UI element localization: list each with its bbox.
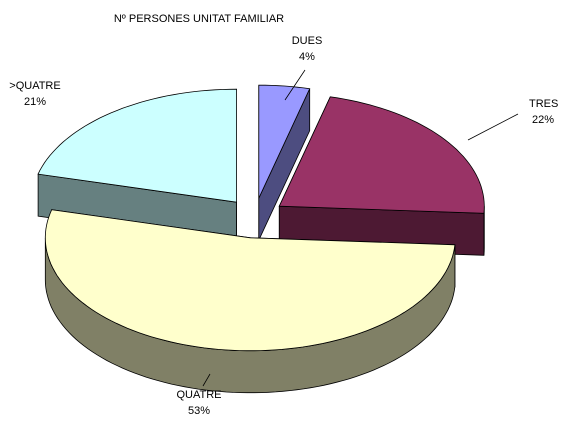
- slice-label: DUES: [292, 35, 323, 47]
- pie-slice: [37, 88, 237, 203]
- slice-value-label: 53%: [188, 405, 210, 417]
- pie-slice: [258, 84, 311, 199]
- chart-title: Nº PERSONES UNITAT FAMILIAR: [114, 13, 284, 25]
- slice-value-label: 21%: [24, 96, 46, 108]
- pie-slice: [278, 96, 485, 214]
- leader-line: [284, 69, 306, 101]
- slice-label: TRES: [529, 98, 558, 110]
- slice-label: QUATRE: [176, 389, 221, 401]
- slice-value-label: 4%: [299, 51, 315, 63]
- slice-label: >QUATRE: [9, 80, 60, 92]
- pie-slice: [44, 209, 456, 352]
- leader-line: [202, 373, 211, 387]
- slice-value-label: 22%: [532, 114, 554, 126]
- leader-line: [467, 113, 519, 141]
